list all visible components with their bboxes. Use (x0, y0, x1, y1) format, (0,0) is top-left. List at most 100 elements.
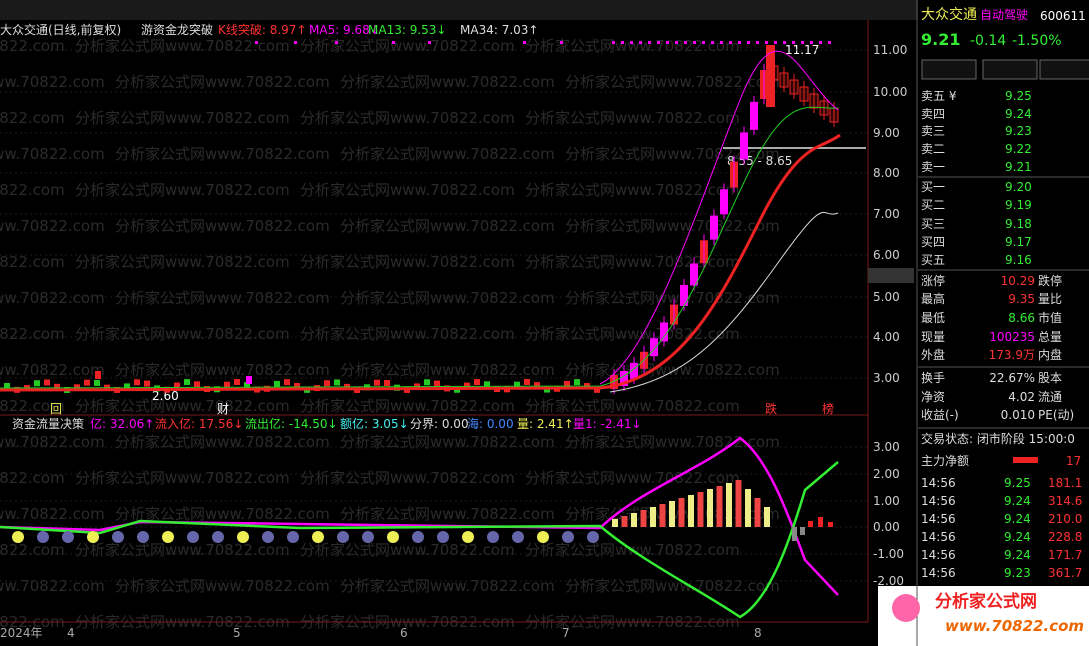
watermark: 分析家公式网www.70822.com (115, 145, 330, 163)
face-icon (162, 531, 174, 543)
watermark: 分析家公式网www.70822.com (340, 433, 555, 451)
signal-dot (675, 41, 678, 44)
trade-price: 9.24 (1004, 494, 1031, 508)
watermark: 分析家公式网www.70822.com (525, 181, 740, 199)
ask-label: 卖一 (921, 160, 946, 174)
logo-url: www.70822.com (945, 617, 1085, 635)
trade-volume: 171.7 (1048, 548, 1083, 562)
flow-bar (659, 504, 666, 527)
trade-status: 交易状态: 闭市阶段 15:00:0 (921, 432, 1075, 446)
ask-price: 9.24 (1005, 107, 1032, 121)
bid-label: 买三 (921, 217, 946, 231)
indicator-tick-label: 3.00 (873, 440, 900, 454)
watermark: 分析家公式网www.70822.com (340, 145, 555, 163)
quote-name: 大众交通 (921, 7, 977, 23)
flow-bar (828, 522, 833, 527)
flow-bar (754, 498, 761, 527)
watermark: 分析家公式网www.70822.com (340, 73, 555, 91)
candle (124, 383, 130, 390)
candle (434, 380, 440, 387)
stat-value: 100235 (989, 330, 1035, 344)
trade-time: 14:56 (921, 548, 956, 562)
watermark: 分析家公式网www.70822.com (0, 217, 105, 235)
quote-change: -0.14 (970, 33, 1007, 49)
ask-label: 卖二 (921, 142, 946, 156)
indicator-value: 量: 2.41↑ (517, 417, 574, 431)
candle (766, 45, 775, 107)
ask-label: 卖四 (921, 107, 946, 121)
signal-dot (335, 41, 338, 44)
flow-bar (745, 489, 751, 527)
watermark: 分析家公式网www.70822.com (115, 217, 330, 235)
watermark: 分析家公式网www.70822.com (0, 361, 105, 379)
stat-label: 换手 (921, 371, 946, 385)
signal-dot (428, 41, 431, 44)
stat-label: 涨停 (921, 274, 946, 288)
stat-value: 0.010 (1000, 408, 1035, 422)
date-tick-label: 7 (562, 626, 570, 640)
watermark: 分析家公式网www.70822.com (0, 325, 65, 343)
face-icon (362, 531, 374, 543)
signal-dot (392, 41, 395, 44)
candle (274, 380, 280, 387)
candle (524, 379, 530, 386)
watermark: 分析家公式网www.70822.com (525, 397, 740, 415)
candle (194, 381, 200, 388)
face-icon (587, 531, 599, 543)
watermark: 分析家公式网www.70822.com (300, 397, 515, 415)
bid-label: 买四 (921, 235, 946, 249)
stat-label: 内盘 (1038, 348, 1063, 362)
price-tick-label: 9.00 (873, 126, 900, 140)
face-icon (387, 531, 399, 543)
stat-value: 4.02 (1008, 390, 1035, 404)
candle (574, 379, 580, 386)
indicator-tick-label: 2.00 (873, 467, 900, 481)
logo-flower (892, 594, 920, 622)
main-net-value: 17 (1066, 454, 1082, 468)
flow-bar (678, 498, 685, 527)
indicator-tick-label: -1.00 (873, 547, 905, 561)
ask-label: 卖三 (921, 124, 946, 138)
candle (534, 382, 540, 389)
low-label: 2.60 (152, 389, 179, 403)
ma-line (609, 211, 839, 393)
stat-label: 外盘 (921, 348, 946, 362)
quote-price: 9.21 (921, 30, 961, 49)
trade-time: 14:56 (921, 494, 956, 508)
watermark: 分析家公式网www.70822.com (565, 289, 780, 307)
watermark: 分析家公式网www.70822.com (340, 289, 555, 307)
high-label: 11.17 (785, 43, 820, 57)
trade-time: 14:56 (921, 566, 956, 580)
candle (244, 382, 250, 389)
watermark: 分析家公式网www.70822.com (525, 253, 740, 271)
candle (484, 381, 490, 388)
candle (514, 381, 520, 388)
signal-dot (648, 41, 651, 44)
signal-dot (774, 41, 777, 44)
indicator-tick-label: 1.00 (873, 494, 900, 508)
candle (34, 380, 40, 387)
face-icon (112, 531, 124, 543)
candle (464, 382, 470, 389)
button-frame (1039, 59, 1089, 80)
signal-dot (294, 41, 297, 44)
face-icon (437, 531, 449, 543)
candle (474, 379, 480, 386)
watermark: 分析家公式网www.70822.com (565, 433, 780, 451)
ask-price: 9.23 (1005, 124, 1032, 138)
watermark: 分析家公式网www.70822.com (75, 109, 290, 127)
watermark: 分析家公式网www.70822.com (115, 73, 330, 91)
signal-dot (560, 41, 563, 44)
button-frame (921, 59, 977, 80)
trade-time: 14:56 (921, 530, 956, 544)
event-mark: 跌 (765, 402, 778, 416)
ma-line (0, 106, 839, 389)
signal-dot (738, 41, 741, 44)
watermark: 分析家公式网www.70822.com (0, 289, 105, 307)
watermark: 分析家公式网www.70822.com (340, 577, 555, 595)
signal-dot (612, 41, 615, 44)
watermark: 分析家公式网www.70822.com (0, 433, 105, 451)
watermark: 分析家公式网www.70822.com (565, 145, 780, 163)
indicator-value: 流入亿: 17.56↓ (155, 417, 244, 431)
stock-title: 大众交通(日线,前复权) (0, 23, 122, 37)
